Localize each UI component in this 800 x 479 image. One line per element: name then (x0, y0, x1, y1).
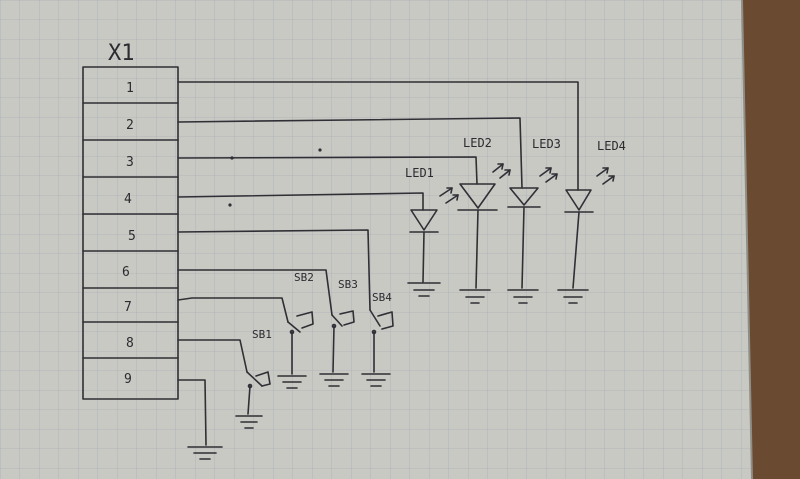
pin-number: 1 (126, 81, 134, 96)
sb4-switch (361, 309, 394, 387)
paper-grid (0, 0, 752, 479)
pin-number: 6 (122, 265, 130, 280)
wire-pin5-sb4 (177, 229, 371, 311)
connector-x1 (82, 66, 179, 400)
connector-body (82, 66, 179, 400)
pin-number: 7 (124, 300, 132, 315)
wire-pin1-led4 (177, 81, 579, 191)
sb4-label: SB4 (372, 291, 392, 304)
sb2-label: SB2 (294, 271, 314, 284)
wire-pin9-ground (177, 379, 207, 446)
sb1-label: SB1 (252, 328, 272, 341)
led3-symbol (507, 167, 558, 304)
pin-number: 4 (124, 192, 132, 207)
connector-title: X1 (108, 41, 135, 66)
wire-pin8-sb1 (177, 339, 248, 373)
led2-symbol (457, 163, 511, 304)
wire-pin4-led1 (177, 192, 424, 211)
pin-number: 2 (126, 118, 134, 133)
wire-pin2-led3 (177, 117, 523, 189)
wire-pin7-sb2 (177, 297, 289, 323)
wire-pin6-sb3 (177, 269, 333, 316)
wire-pin3-led2 (177, 156, 478, 185)
ground-symbol-pin9 (187, 446, 223, 460)
led2-label: LED2 (463, 136, 492, 150)
pin-number: 9 (124, 372, 132, 387)
sb1-switch (235, 371, 271, 429)
pin-number: 3 (126, 155, 134, 170)
sb3-switch (319, 310, 355, 387)
led1-label: LED1 (405, 166, 434, 180)
sb2-switch (277, 311, 314, 389)
paper-edge (741, 0, 753, 479)
pin-number: 8 (126, 336, 134, 351)
led4-label: LED4 (597, 139, 626, 153)
sb3-label: SB3 (338, 278, 358, 291)
led3-label: LED3 (532, 137, 561, 151)
led4-symbol (557, 167, 615, 304)
pin-number: 5 (128, 229, 136, 244)
led1-symbol (407, 187, 459, 297)
